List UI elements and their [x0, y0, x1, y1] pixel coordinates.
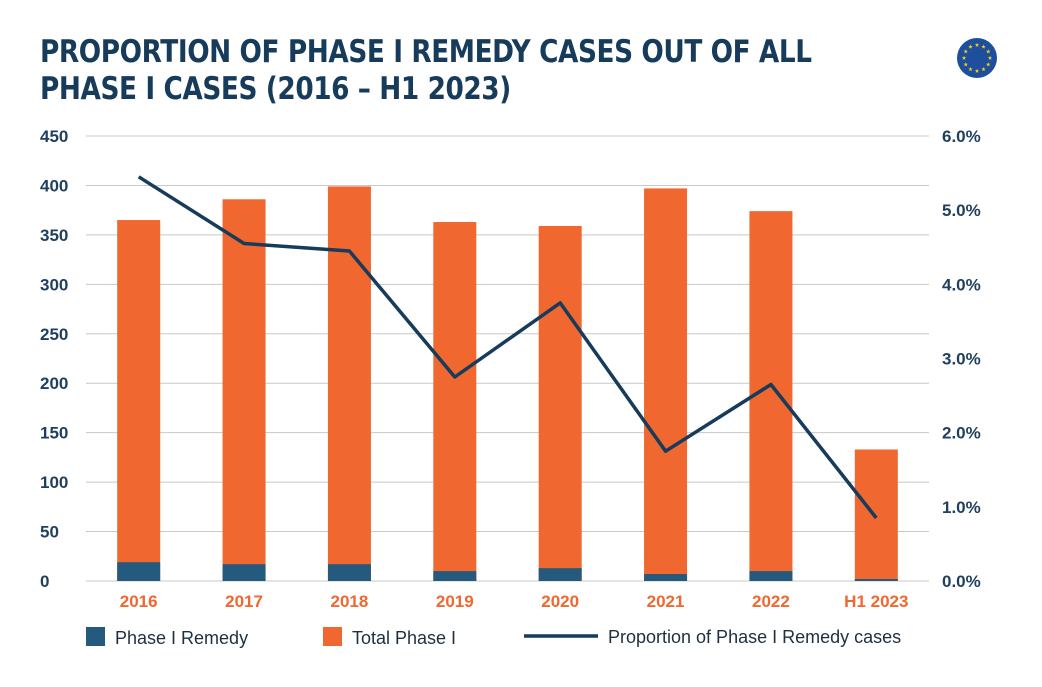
legend: Phase I Remedy Total Phase I Proportion of…	[86, 627, 901, 648]
chart-title-line-1: PROPORTION OF PHASE I REMEDY CASES OUT O…	[40, 34, 812, 70]
eu-flag-star	[963, 62, 968, 67]
y-right-tick-label: 2.0%	[942, 424, 981, 443]
legend-swatch-phase-i-remedy	[86, 627, 105, 646]
chart-title: PROPORTION OF PHASE I REMEDY CASES OUT O…	[40, 34, 812, 108]
bar-phase-i-remedy	[538, 568, 582, 581]
eu-flag-star	[986, 62, 991, 67]
eu-flag-star	[968, 44, 973, 49]
eu-flag-star	[968, 66, 973, 72]
y-left-tick-label: 200	[40, 374, 68, 393]
chart-title-line-2: PHASE I CASES (2016 – H1 2023)	[40, 71, 511, 107]
legend-label-proportion: Proportion of Phase I Remedy cases	[608, 627, 901, 647]
x-tick-label: H1 2023	[844, 592, 908, 611]
bar-total-phase-i	[222, 199, 266, 582]
eu-flag-star	[974, 68, 980, 73]
x-tick-label: 2020	[541, 592, 579, 611]
bar-total-phase-i	[433, 222, 477, 582]
bar-total-phase-i	[749, 211, 793, 581]
eu-flag-star	[986, 49, 991, 54]
y-left-tick-label: 150	[40, 424, 68, 443]
y-left-tick-label: 50	[40, 523, 59, 542]
y-left-tick-label: 250	[40, 325, 68, 344]
x-tick-label: 2019	[436, 592, 474, 611]
bar-phase-i-remedy	[222, 564, 266, 581]
eu-flag-star	[987, 55, 993, 60]
x-tick-label: 2018	[331, 592, 369, 611]
eu-flag-icon	[957, 38, 997, 78]
y-left-tick-label: 450	[40, 127, 68, 146]
y-right-tick-label: 5.0%	[942, 201, 981, 220]
eu-flag-star	[981, 66, 986, 72]
legend-label-phase-i-remedy: Phase I Remedy	[115, 628, 248, 648]
x-tick-label: 2017	[225, 592, 263, 611]
bar-total-phase-i	[644, 188, 688, 581]
bar-phase-i-remedy	[117, 562, 161, 581]
line-proportion-remedy	[137, 175, 878, 520]
bar-total-phase-i	[327, 186, 371, 581]
y-left-tick-label: 350	[40, 226, 68, 245]
x-tick-label: 2021	[647, 592, 685, 611]
y-right-tick-label: 3.0%	[942, 350, 981, 369]
y-right-tick-label: 4.0%	[942, 275, 981, 294]
y-left-tick-label: 100	[40, 473, 68, 492]
y-right-tick-label: 0.0%	[942, 572, 981, 591]
x-tick-label: 2016	[120, 592, 158, 611]
y-right-tick-label: 6.0%	[942, 127, 981, 146]
y-right-tick-label: 1.0%	[942, 498, 981, 517]
bar-phase-i-remedy	[749, 571, 793, 581]
bar-phase-i-remedy	[433, 571, 477, 581]
x-tick-label: 2022	[752, 592, 790, 611]
eu-flag-disc	[957, 38, 997, 78]
bar-total-phase-i	[117, 220, 161, 582]
y-left-tick-label: 300	[40, 275, 68, 294]
eu-flag-star	[961, 55, 967, 60]
bar-phase-i-remedy	[854, 579, 898, 581]
eu-flag-star	[974, 42, 980, 47]
legend-swatch-total-phase-i	[323, 627, 342, 646]
bar-total-phase-i	[538, 225, 582, 581]
legend-label-total-phase-i: Total Phase I	[352, 628, 456, 648]
eu-flag-star	[981, 44, 986, 49]
bar-phase-i-remedy	[644, 574, 688, 581]
y-left-tick-label: 0	[40, 572, 49, 591]
bar-phase-i-remedy	[327, 564, 371, 581]
y-left-tick-label: 400	[40, 176, 68, 195]
eu-flag-star	[963, 49, 968, 54]
